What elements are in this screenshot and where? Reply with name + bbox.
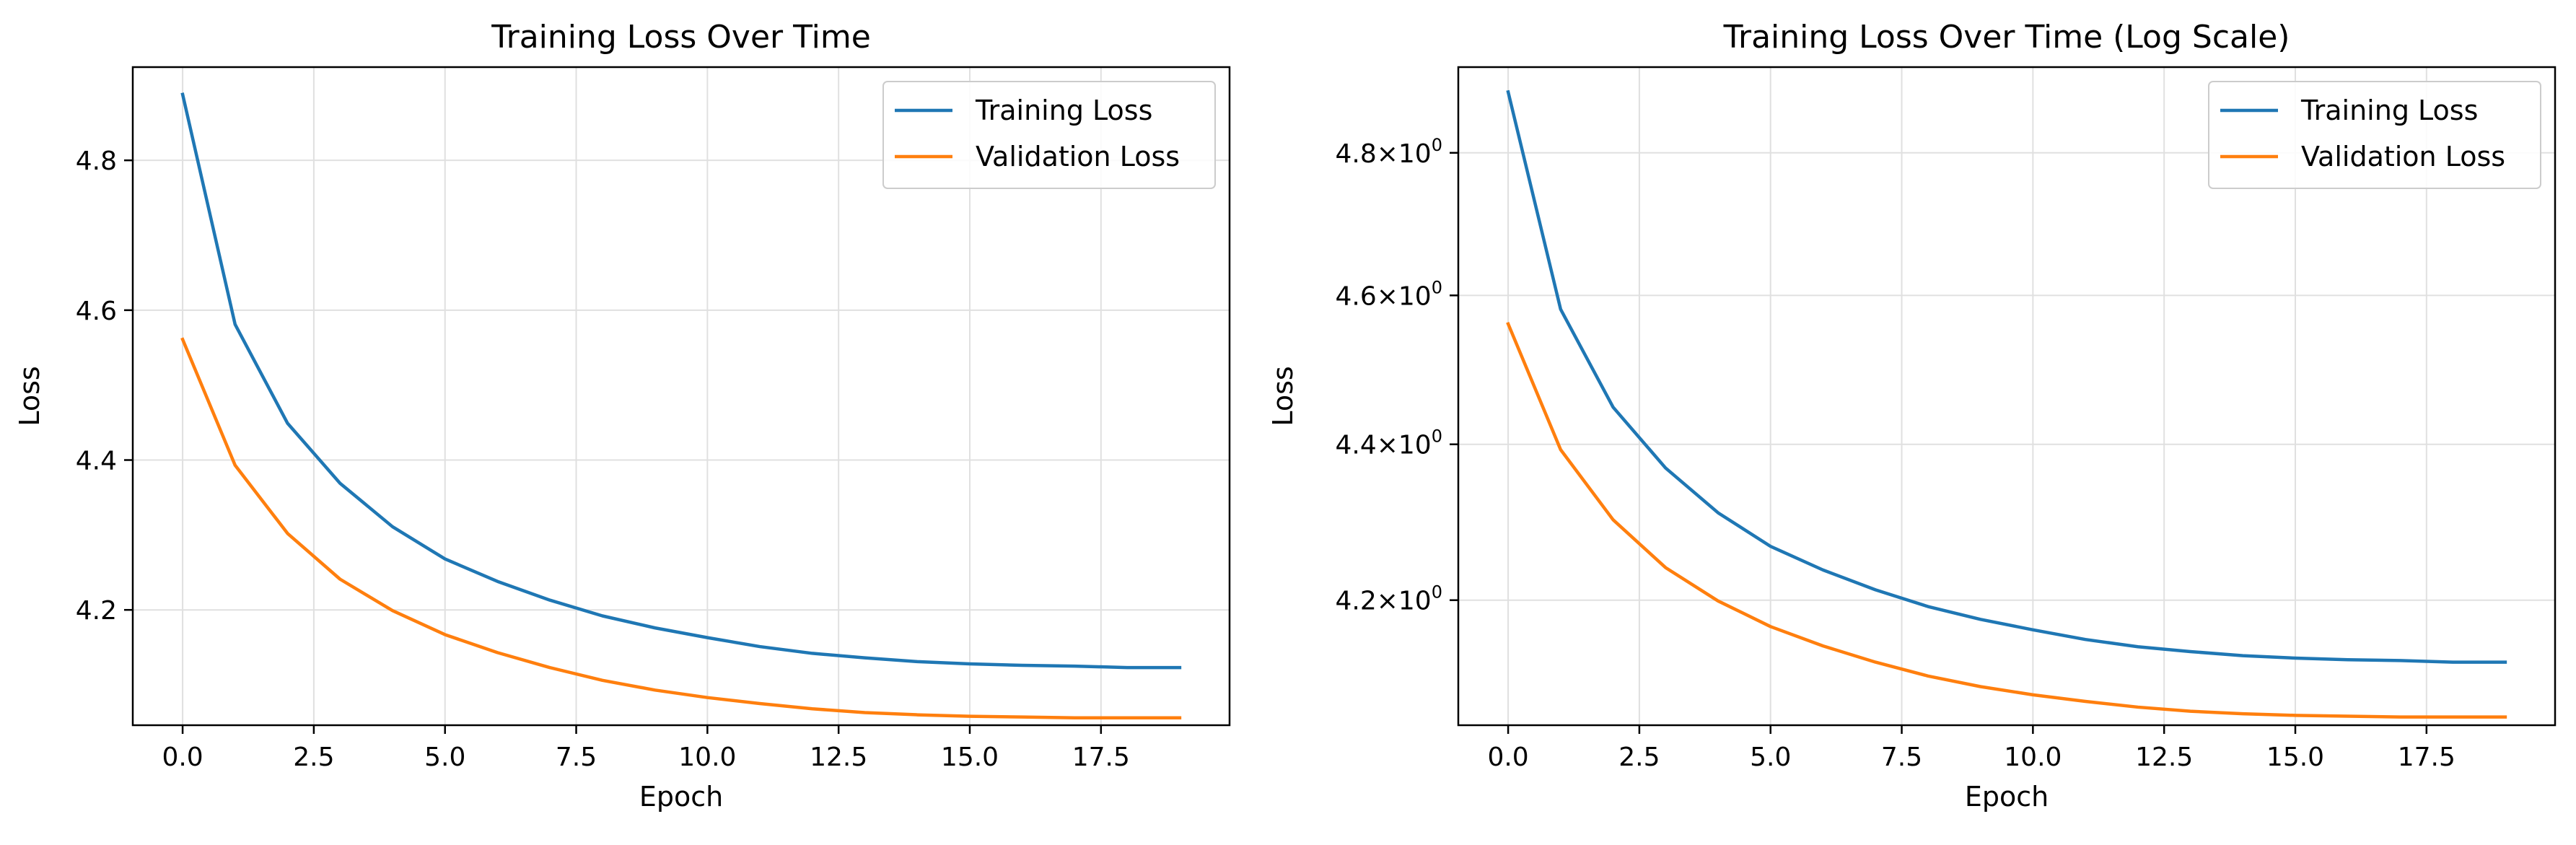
x-tick-label: 15.0: [2266, 743, 2324, 772]
x-tick-label: 7.5: [1881, 743, 1922, 772]
axes-frame: [1457, 66, 2557, 727]
series-line-training-loss: [1506, 89, 2507, 664]
y-tick-multiplier: ×10: [1377, 431, 1432, 460]
y-tick-value: 4.6: [1335, 281, 1376, 311]
axes-frame: [131, 66, 1231, 727]
y-tick-exponent: 0: [1432, 135, 1442, 155]
y-tick-label: 4.4×100: [1335, 426, 1442, 460]
chart-title: Training Loss Over Time: [491, 19, 871, 56]
legend: Training Loss Validation Loss: [2208, 81, 2541, 189]
x-tick-label: 10.0: [2004, 743, 2062, 772]
x-tick-label: 7.5: [556, 743, 597, 772]
y-tick-value: 4.4: [1335, 431, 1376, 460]
series-line-validation-loss: [180, 337, 1182, 719]
y-tick-label: 4.6×100: [1335, 277, 1442, 311]
y-tick-label: 4.2: [76, 596, 117, 626]
legend-box: [882, 81, 1216, 189]
y-tick-label: 4.4: [76, 447, 117, 476]
y-tick-exponent: 0: [1432, 582, 1442, 603]
x-tick-label: 0.0: [162, 743, 203, 772]
x-tick-label: 15.0: [941, 743, 999, 772]
x-axis-label: Epoch: [1965, 781, 2049, 813]
y-axis-label: Loss: [14, 366, 45, 426]
x-tick-label: 12.5: [2135, 743, 2193, 772]
x-tick-label: 2.5: [293, 743, 334, 772]
y-tick-label: 4.2×100: [1335, 582, 1442, 616]
y-tick-multiplier: ×10: [1377, 281, 1432, 311]
x-tick-label: 2.5: [1618, 743, 1660, 772]
y-tick-label: 4.8: [76, 146, 117, 176]
legend-box: [2208, 81, 2541, 189]
legend-entry: Training Loss: [975, 95, 1152, 126]
x-tick-label: 17.5: [1072, 743, 1130, 772]
series-line-validation-loss: [1506, 321, 2507, 719]
x-tick-label: 12.5: [810, 743, 867, 772]
legend: Training Loss Validation Loss: [882, 81, 1216, 189]
x-tick-label: 17.5: [2398, 743, 2455, 772]
y-tick-exponent: 0: [1432, 426, 1442, 447]
chart-panel-2: 0.0 2.5 5.0 7.5 10.0 12.5 15.0 17.54.2×1004.4×1…: [1267, 19, 2557, 813]
y-tick-multiplier: ×10: [1377, 139, 1432, 169]
y-tick-multiplier: ×10: [1377, 587, 1432, 616]
chart-title: Training Loss Over Time (Log Scale): [1723, 19, 2290, 56]
legend-entry: Training Loss: [2300, 95, 2478, 126]
x-tick-label: 0.0: [1487, 743, 1528, 772]
y-tick-value: 4.8: [1335, 139, 1376, 169]
series-line-training-loss: [180, 92, 1182, 670]
chart-panel-1: 0.0 2.5 5.0 7.5 10.0 12.5 15.0 17.5 4.2 4.4 4.6 4.8…: [14, 19, 1231, 813]
y-tick-label: 4.6: [76, 297, 117, 326]
legend-entry: Validation Loss: [2301, 141, 2505, 172]
legend-entry: Validation Loss: [976, 141, 1180, 172]
y-axis-label: Loss: [1267, 366, 1299, 426]
y-tick-label: 4.8×100: [1335, 135, 1442, 169]
x-tick-label: 5.0: [424, 743, 465, 772]
y-tick-value: 4.2: [1335, 587, 1376, 616]
y-tick-exponent: 0: [1432, 277, 1442, 297]
x-tick-label: 5.0: [1750, 743, 1791, 772]
x-tick-label: 10.0: [678, 743, 736, 772]
x-axis-label: Epoch: [639, 781, 723, 813]
